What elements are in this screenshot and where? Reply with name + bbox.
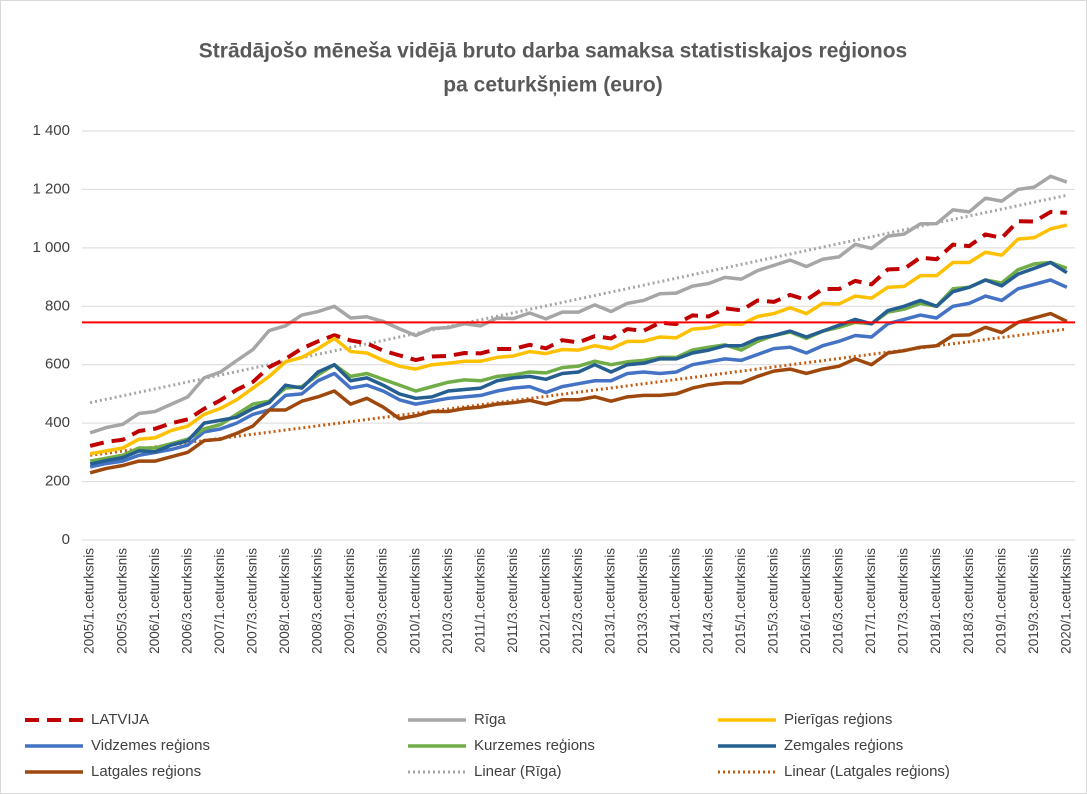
legend-label: Rīga bbox=[474, 711, 506, 728]
trend-line bbox=[89, 193, 1068, 405]
series-line bbox=[89, 311, 1068, 475]
x-tick-label: 2020/1.ceturksnis bbox=[1058, 548, 1073, 654]
x-tick-label: 2014/3.ceturksnis bbox=[700, 548, 715, 654]
series-line bbox=[89, 278, 1068, 469]
chart-title: Strādājošo mēneša vidējā bruto darba sam… bbox=[199, 40, 907, 63]
legend-label: Latgales reģions bbox=[91, 763, 201, 780]
legend-label: Linear (Latgales reģions) bbox=[784, 763, 950, 780]
x-tick-label: 2012/3.ceturksnis bbox=[570, 548, 585, 654]
y-tick-label: 1 000 bbox=[32, 239, 70, 256]
series-line bbox=[89, 260, 1068, 463]
series-line bbox=[89, 223, 1068, 456]
y-tick-label: 1 200 bbox=[32, 180, 70, 197]
x-tick-label: 2008/3.ceturksnis bbox=[310, 548, 325, 654]
x-tick-label: 2006/1.ceturksnis bbox=[147, 548, 162, 654]
x-tick-label: 2005/1.ceturksnis bbox=[82, 548, 97, 654]
x-tick-label: 2017/1.ceturksnis bbox=[863, 548, 878, 654]
x-tick-label: 2007/1.ceturksnis bbox=[212, 548, 227, 654]
x-tick-label: 2016/1.ceturksnis bbox=[798, 548, 813, 654]
y-tick-label: 0 bbox=[62, 531, 70, 548]
x-tick-label: 2011/3.ceturksnis bbox=[505, 548, 520, 653]
x-tick-label: 2009/3.ceturksnis bbox=[375, 548, 390, 654]
x-tick-label: 2019/1.ceturksnis bbox=[993, 548, 1008, 654]
x-tick-label: 2005/3.ceturksnis bbox=[114, 548, 129, 654]
x-tick-label: 2010/1.ceturksnis bbox=[407, 548, 422, 654]
legend-label: Linear (Rīga) bbox=[474, 763, 562, 780]
x-tick-label: 2012/1.ceturksnis bbox=[538, 548, 553, 654]
legend-label: Vidzemes reģions bbox=[91, 737, 210, 754]
x-tick-label: 2011/1.ceturksnis bbox=[472, 548, 487, 653]
chart-title: pa ceturkšņiem (euro) bbox=[443, 74, 662, 97]
y-tick-label: 400 bbox=[45, 414, 70, 431]
y-tick-label: 600 bbox=[45, 356, 70, 373]
y-tick-label: 800 bbox=[45, 297, 70, 314]
y-tick-label: 200 bbox=[45, 473, 70, 490]
x-tick-label: 2008/1.ceturksnis bbox=[277, 548, 292, 654]
x-tick-label: 2007/3.ceturksnis bbox=[244, 548, 259, 654]
x-tick-label: 2006/3.ceturksnis bbox=[179, 548, 194, 654]
legend-label: Kurzemes reģions bbox=[474, 737, 595, 754]
legend-label: LATVIJA bbox=[91, 711, 149, 728]
x-tick-label: 2014/1.ceturksnis bbox=[668, 548, 683, 654]
x-tick-label: 2013/1.ceturksnis bbox=[603, 548, 618, 654]
x-tick-label: 2019/3.ceturksnis bbox=[1026, 548, 1041, 654]
x-tick-label: 2018/1.ceturksnis bbox=[928, 548, 943, 654]
x-tick-label: 2009/1.ceturksnis bbox=[342, 548, 357, 654]
x-tick-label: 2013/3.ceturksnis bbox=[635, 548, 650, 654]
x-tick-label: 2018/3.ceturksnis bbox=[961, 548, 976, 654]
x-tick-label: 2010/3.ceturksnis bbox=[440, 548, 455, 654]
legend-label: Zemgales reģions bbox=[784, 737, 903, 754]
x-tick-label: 2017/3.ceturksnis bbox=[896, 548, 911, 654]
series-line bbox=[89, 174, 1068, 435]
x-tick-label: 2015/3.ceturksnis bbox=[765, 548, 780, 654]
x-tick-label: 2016/3.ceturksnis bbox=[831, 548, 846, 654]
y-tick-label: 1 400 bbox=[32, 122, 70, 139]
series-line bbox=[89, 209, 1067, 448]
series-line bbox=[89, 260, 1068, 466]
legend-label: Pierīgas reģions bbox=[784, 711, 892, 728]
x-tick-label: 2015/1.ceturksnis bbox=[733, 548, 748, 654]
